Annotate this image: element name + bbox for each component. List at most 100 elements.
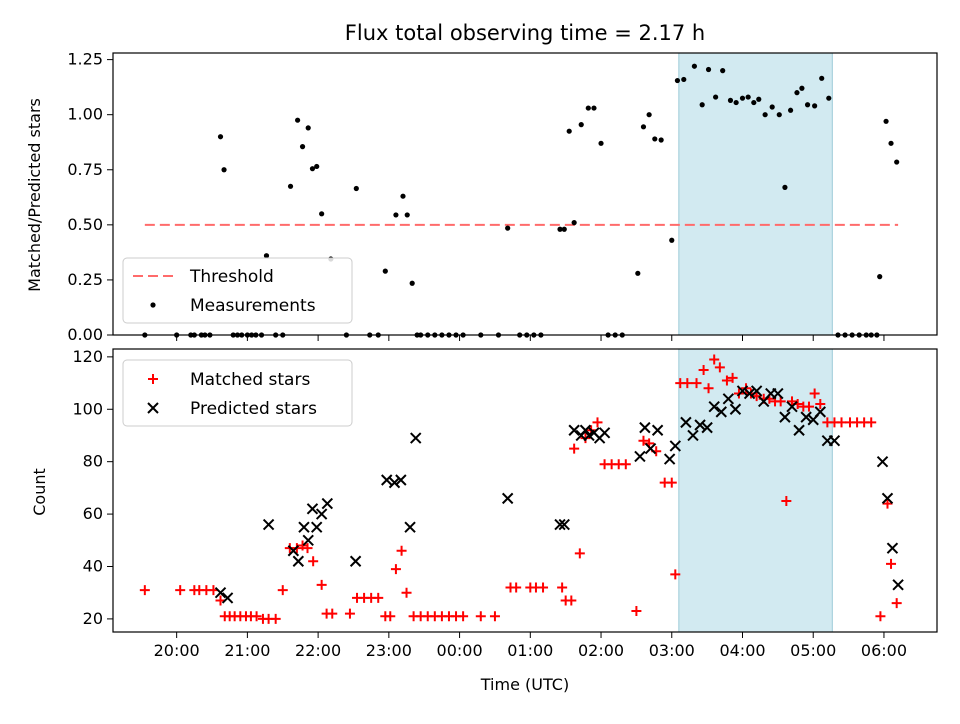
- matched-stars-point: [592, 417, 603, 428]
- y-tick-label: 80: [83, 452, 103, 471]
- measurement-point: [382, 268, 388, 274]
- matched-stars-point: [638, 435, 649, 446]
- measurement-point: [305, 125, 311, 131]
- matched-stars-point: [302, 543, 313, 554]
- matched-stars-point: [316, 579, 327, 590]
- matched-stars-point: [401, 587, 412, 598]
- predicted-stars-point: [404, 521, 416, 533]
- measurement-point: [585, 105, 591, 111]
- y-tick-label: 20: [83, 609, 103, 628]
- measurement-point: [505, 225, 511, 231]
- predicted-stars-point: [743, 387, 756, 400]
- x-tick-label: 03:00: [649, 641, 695, 660]
- measurement-point: [571, 220, 577, 226]
- x-tick-label: 22:00: [295, 641, 341, 660]
- measurement-point: [776, 112, 782, 118]
- measurement-point: [353, 185, 359, 192]
- y-tick-label: 0.25: [67, 270, 103, 289]
- predicted-stars-point: [321, 497, 334, 510]
- matched-stars-point: [373, 592, 384, 603]
- matched-stars-point: [891, 598, 902, 609]
- x-tick-label: 02:00: [578, 641, 624, 660]
- matched-stars-point: [511, 582, 522, 593]
- matched-stars-point: [251, 611, 262, 622]
- matched-stars-point: [277, 585, 288, 596]
- measurement-point: [681, 76, 687, 83]
- measurement-point: [635, 270, 641, 276]
- measurement-point: [319, 211, 325, 217]
- matched-stars-point: [175, 585, 186, 596]
- y-tick-label: 0.00: [67, 325, 103, 344]
- measurement-point: [295, 117, 301, 123]
- measurement-point: [393, 212, 399, 218]
- predicted-stars-point: [634, 450, 646, 463]
- predicted-stars-point: [680, 416, 692, 429]
- predicted-stars-point: [772, 387, 784, 400]
- measurement-point: [883, 118, 889, 124]
- matched-stars-point: [875, 611, 886, 622]
- matched-stars-point: [396, 545, 407, 556]
- predicted-stars-point: [306, 503, 319, 515]
- measurement-point: [287, 183, 294, 189]
- predicted-stars-point: [410, 432, 422, 444]
- matched-stars-point: [886, 558, 897, 569]
- predicted-stars-point: [881, 492, 894, 505]
- matched-stars-point: [703, 383, 714, 394]
- y-tick-label: 40: [83, 556, 103, 575]
- predicted-stars-point: [554, 518, 566, 531]
- measurement-point: [787, 107, 794, 113]
- legend-predicted-label: Predicted stars: [190, 399, 317, 419]
- measurement-point: [646, 112, 652, 118]
- predicted-stars-point: [779, 411, 791, 423]
- legend-box: [122, 359, 353, 427]
- measurement-point: [705, 66, 712, 73]
- predicted-stars-point: [886, 542, 899, 554]
- y-tick-label: 0.50: [67, 215, 103, 234]
- measurement-point: [658, 137, 664, 143]
- measurement-point: [751, 99, 757, 106]
- predicted-stars-point: [663, 453, 676, 465]
- matched-stars-point: [809, 388, 820, 399]
- legend-measurements-label: Measurements: [190, 296, 316, 316]
- predicted-stars-point: [814, 406, 827, 418]
- predicted-stars-point: [687, 429, 699, 442]
- chart-title: Flux total observing time = 2.17 h: [345, 21, 705, 45]
- predicted-stars-point: [298, 521, 310, 533]
- matched-stars-point: [569, 443, 580, 454]
- measurement-point: [561, 226, 567, 232]
- predicted-stars-point: [221, 592, 234, 604]
- measurement-point: [739, 95, 746, 101]
- matched-stars-point: [566, 595, 577, 606]
- matched-stars-point: [139, 585, 150, 596]
- measurement-point: [674, 77, 681, 84]
- matched-stars-point: [709, 354, 720, 365]
- matched-stars-point: [557, 582, 568, 593]
- matched-stars-point: [574, 548, 585, 559]
- measurement-point: [404, 212, 410, 218]
- measurement-point: [578, 122, 584, 128]
- measurement-point: [745, 94, 751, 100]
- predicted-stars-point: [876, 455, 889, 468]
- legend-threshold-label: Threshold: [189, 267, 274, 287]
- measurement-point: [804, 102, 811, 108]
- predicted-stars-point: [558, 518, 570, 531]
- axes-frame: [112, 348, 938, 633]
- predicted-stars-point: [644, 442, 657, 455]
- measurement-point: [799, 85, 805, 91]
- legend-box: [122, 257, 353, 324]
- predicted-stars-point: [701, 421, 713, 434]
- measurement-point: [894, 159, 900, 165]
- predicted-stars-point: [892, 579, 904, 591]
- predicted-stars-point: [381, 474, 393, 486]
- measurement-point: [713, 94, 719, 100]
- predicted-stars-point: [722, 393, 735, 405]
- x-tick-label: 00:00: [437, 641, 483, 660]
- matched-stars-point: [327, 608, 338, 619]
- measurement-point: [669, 237, 675, 243]
- predicted-stars-point: [729, 403, 742, 415]
- measurement-point: [769, 104, 775, 110]
- y-tick-label: 1.25: [67, 50, 103, 69]
- measurement-point: [409, 280, 415, 286]
- bottom-panel: 20 40 60 80 100 120 20:00 21:00 22:00 23:00 00:00 0…: [72, 347, 938, 660]
- predicted-stars-point: [349, 555, 362, 567]
